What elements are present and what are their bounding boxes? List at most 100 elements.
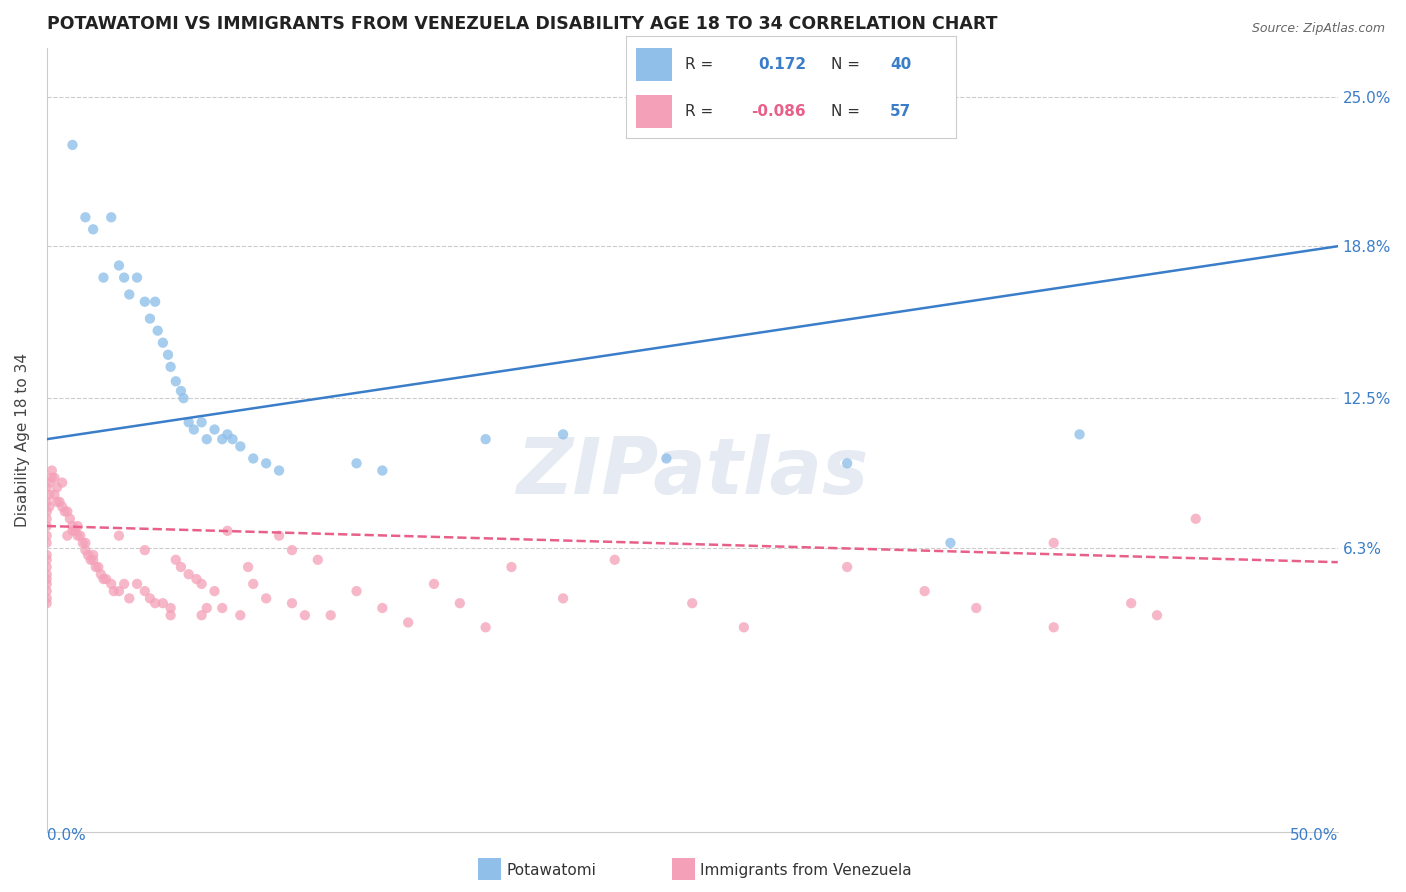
Text: ZIPatlas: ZIPatlas xyxy=(516,434,869,509)
Point xyxy=(195,432,218,446)
Point xyxy=(100,211,122,225)
Point xyxy=(254,456,277,470)
Text: N =: N = xyxy=(831,57,859,72)
Point xyxy=(190,577,212,591)
Text: Source: ZipAtlas.com: Source: ZipAtlas.com xyxy=(1251,22,1385,36)
Point xyxy=(204,423,226,437)
Point xyxy=(134,543,156,558)
Point xyxy=(371,601,394,615)
Point xyxy=(170,384,193,398)
Point xyxy=(1121,596,1143,610)
Point xyxy=(82,553,104,567)
Point xyxy=(75,536,97,550)
Point xyxy=(553,427,575,442)
Point xyxy=(118,591,141,606)
Point xyxy=(553,591,575,606)
Point xyxy=(143,596,166,610)
Point xyxy=(965,601,987,615)
Point xyxy=(79,553,101,567)
Point xyxy=(190,608,212,623)
Point xyxy=(170,560,193,574)
Point xyxy=(229,608,252,623)
Point xyxy=(195,601,218,615)
Point xyxy=(59,512,82,526)
Point xyxy=(186,572,208,586)
Point xyxy=(177,415,200,429)
Point xyxy=(100,577,122,591)
Point xyxy=(35,591,58,606)
Point xyxy=(474,620,496,634)
Point xyxy=(56,504,79,518)
Point xyxy=(125,270,148,285)
Point xyxy=(204,584,226,599)
Point xyxy=(35,572,58,586)
Point xyxy=(733,620,755,634)
Point xyxy=(35,548,58,562)
Point xyxy=(69,529,91,543)
Point xyxy=(44,488,66,502)
Point xyxy=(112,270,135,285)
Point xyxy=(53,504,76,518)
Point xyxy=(1146,608,1168,623)
Point xyxy=(681,596,703,610)
Point xyxy=(939,536,962,550)
Point xyxy=(139,591,162,606)
Point xyxy=(1184,512,1206,526)
Point xyxy=(449,596,471,610)
Point xyxy=(159,359,181,374)
Point xyxy=(94,572,117,586)
Point xyxy=(143,294,166,309)
Point xyxy=(307,553,329,567)
Point xyxy=(837,456,859,470)
Point xyxy=(914,584,936,599)
Point xyxy=(242,451,264,466)
Point xyxy=(501,560,523,574)
Point xyxy=(294,608,316,623)
Point xyxy=(35,577,58,591)
Text: Immigrants from Venezuela: Immigrants from Venezuela xyxy=(700,863,912,878)
FancyBboxPatch shape xyxy=(636,48,672,81)
Point xyxy=(46,480,69,494)
Text: Potawatomi: Potawatomi xyxy=(506,863,596,878)
Point xyxy=(44,471,66,485)
Point xyxy=(346,456,368,470)
Point xyxy=(35,504,58,518)
Point xyxy=(221,432,243,446)
Point xyxy=(267,464,290,478)
Point xyxy=(108,259,131,273)
Point xyxy=(35,553,58,567)
Point xyxy=(66,529,89,543)
Point xyxy=(82,222,104,236)
Point xyxy=(1042,536,1064,550)
Point xyxy=(38,475,60,490)
Point xyxy=(134,584,156,599)
Point xyxy=(229,439,252,453)
Point xyxy=(46,495,69,509)
Point xyxy=(112,577,135,591)
Point xyxy=(56,529,79,543)
Point xyxy=(165,374,187,388)
Point xyxy=(51,500,73,514)
Point xyxy=(157,348,180,362)
Point xyxy=(655,451,678,466)
Point xyxy=(211,432,233,446)
Point xyxy=(159,608,181,623)
Point xyxy=(38,500,60,514)
Text: -0.086: -0.086 xyxy=(751,104,806,120)
Text: 50.0%: 50.0% xyxy=(1289,828,1337,843)
Point xyxy=(90,567,112,582)
Point xyxy=(108,529,131,543)
Point xyxy=(103,584,125,599)
Text: R =: R = xyxy=(685,57,713,72)
Point xyxy=(35,560,58,574)
Point xyxy=(93,572,115,586)
Point xyxy=(183,423,205,437)
Point xyxy=(254,591,277,606)
Point xyxy=(134,294,156,309)
Point xyxy=(423,577,446,591)
Text: 40: 40 xyxy=(890,57,911,72)
Point xyxy=(35,567,58,582)
Point xyxy=(603,553,626,567)
Point xyxy=(242,577,264,591)
Point xyxy=(93,270,115,285)
